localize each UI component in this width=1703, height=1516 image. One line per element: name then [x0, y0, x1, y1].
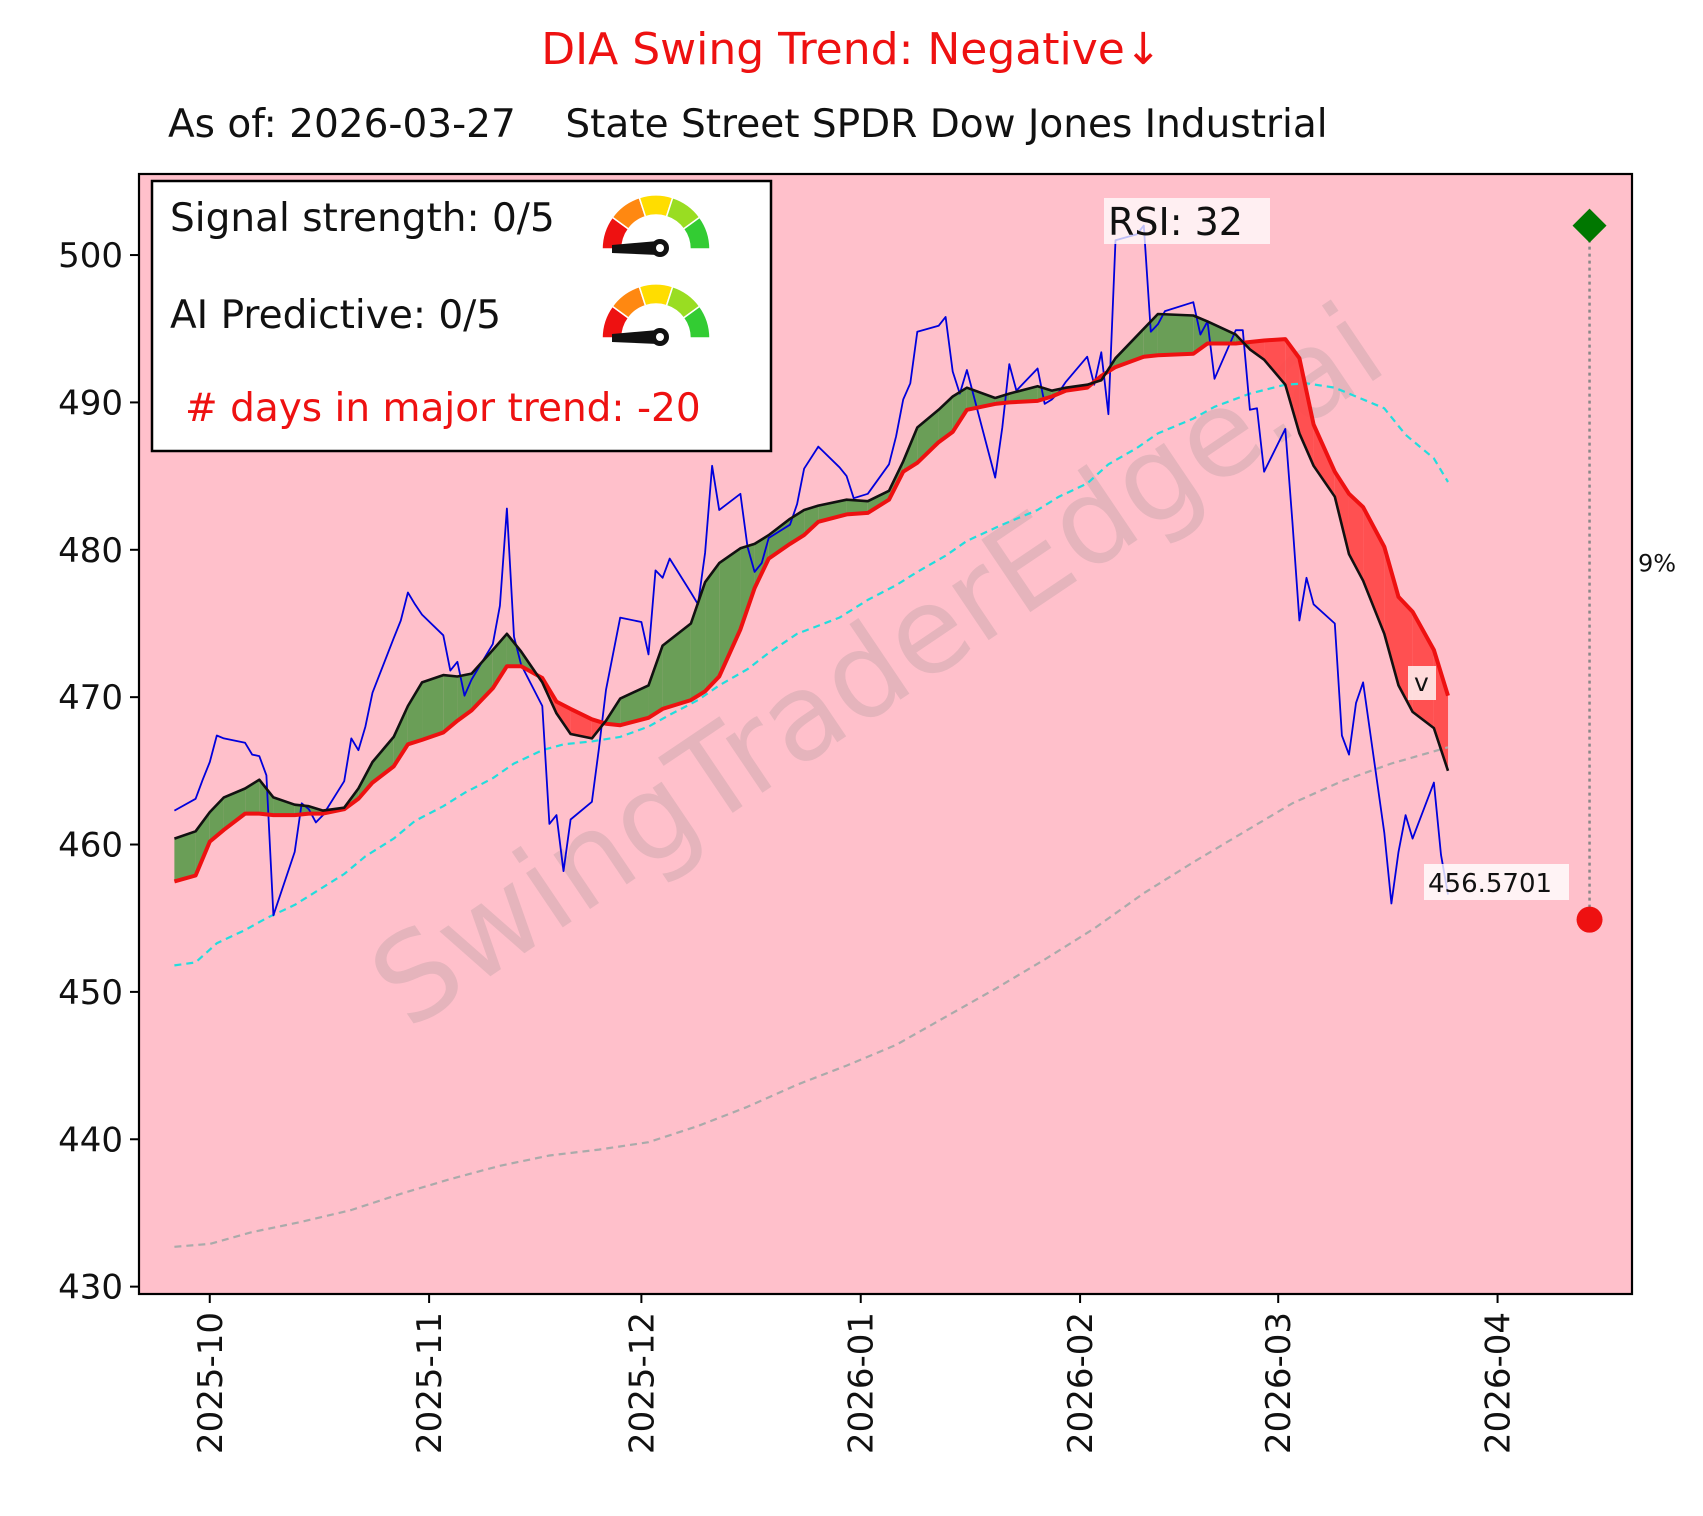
trend-fill-segment [1264, 339, 1286, 385]
y-tick-label: 500 [58, 236, 123, 276]
trend-fill-segment [662, 623, 691, 709]
x-tick-label: 2026-04 [1479, 1312, 1519, 1454]
x-tick-label: 2026-03 [1259, 1312, 1299, 1454]
slow-ma-line [173, 337, 1450, 884]
y-tick-label: 470 [58, 678, 123, 718]
trend-fill-segment [506, 633, 522, 667]
trend-fill-segment [740, 543, 755, 630]
trend-fill-segment [648, 645, 663, 718]
y-tick-label: 450 [58, 973, 123, 1013]
long-ma-line [174, 746, 1449, 1248]
chart-subtitle: As of: 2026-03-27 State Street SPDR Dow … [168, 102, 1328, 147]
trend-fill-segment [705, 563, 720, 692]
trend-fills [174, 314, 1449, 882]
fast-ma-line [173, 312, 1450, 840]
trend-fill-segment [952, 387, 967, 432]
trend-fill-segment [1009, 386, 1038, 403]
last-price-label: 456.5701 [1428, 869, 1552, 899]
medium-ma-line [174, 382, 1449, 967]
series-lines [173, 224, 1450, 1248]
y-tick-label: 440 [58, 1120, 123, 1160]
price-line [173, 224, 1449, 917]
trend-fill-segment [174, 831, 196, 882]
trend-fill-segment [1249, 340, 1265, 360]
ai-predictive-label: AI Predictive: 0/5 [170, 293, 501, 338]
overlays: 9% RSI: 32 456.5701 v [1104, 198, 1676, 933]
y-tick-label: 480 [58, 531, 123, 571]
trend-fill-segment [407, 682, 423, 745]
signal-gauge-icon [601, 194, 711, 257]
gauge-needle [612, 241, 658, 255]
trend-fill-segment [1433, 650, 1449, 771]
chart-title: DIA Swing Trend: Negative↓ [541, 24, 1162, 75]
trend-fill-segment [422, 675, 444, 740]
trend-fill-segment [1313, 424, 1335, 497]
gauge-needle [612, 330, 658, 344]
trend-fill-segment [719, 548, 741, 677]
signal-strength-label: Signal strength: 0/5 [170, 196, 555, 241]
trend-fill-segment [471, 650, 493, 711]
axes: 430 440 450 460 470 480 490 500 2025-10 2025-11 20… [58, 236, 1518, 1454]
y-tick-label: 490 [58, 383, 123, 423]
ai-gauge-icon [601, 283, 711, 346]
rsi-label: RSI: 32 [1108, 200, 1243, 244]
trend-fill-segment [690, 582, 706, 701]
gauge-hub-center [656, 244, 664, 252]
target-low-marker [1576, 906, 1603, 933]
trend-fill-segment [917, 409, 939, 463]
x-tick-label: 2026-01 [842, 1312, 882, 1454]
range-pct-label: 9% [1638, 550, 1676, 578]
trend-fill-segment [1157, 314, 1194, 356]
trend-fill-segment [273, 797, 295, 816]
x-tick-label: 2025-11 [410, 1312, 450, 1454]
gauge-segment [682, 305, 711, 339]
trend-fill-segment [393, 706, 408, 767]
gauge-hub-center [656, 333, 664, 341]
marker-label: v [1414, 668, 1429, 697]
y-tick-label: 460 [58, 826, 123, 866]
trend-fill-segment [259, 779, 274, 816]
trend-fill-segment [1384, 546, 1399, 686]
trend-fill-segment [620, 685, 649, 726]
trend-fill-segment [372, 736, 394, 783]
info-box: Signal strength: 0/5 AI Predictive: 0/5 … [150, 179, 773, 453]
trend-fill-segment [804, 505, 819, 536]
trend-fill-segment [846, 499, 868, 515]
last-price-box [1424, 864, 1569, 900]
trend-fill-segment [1285, 339, 1300, 434]
y-tick-label: 430 [58, 1268, 123, 1308]
x-tick-label: 2025-10 [191, 1312, 231, 1454]
trend-fill-segment [1207, 321, 1236, 344]
plot-frame [137, 172, 1634, 1296]
days-in-trend-label: # days in major trend: -20 [185, 386, 701, 431]
marker-label-box [1408, 666, 1436, 700]
trend-fill-segment [457, 673, 472, 721]
x-tick-label: 2025-12 [622, 1312, 662, 1454]
trend-fill-segment [1143, 314, 1158, 357]
trend-fill-segment [245, 779, 260, 814]
gauge-segment [682, 216, 711, 250]
trend-fill-segment [223, 788, 246, 830]
target-high-marker [1572, 208, 1607, 243]
rsi-label-box [1104, 198, 1270, 244]
x-tick-label: 2026-02 [1061, 1312, 1101, 1454]
trend-fill-segment [443, 675, 458, 733]
trend-fill-segment [556, 701, 571, 734]
trend-fill-segment [1334, 471, 1349, 555]
trend-fill-segment [570, 708, 592, 739]
